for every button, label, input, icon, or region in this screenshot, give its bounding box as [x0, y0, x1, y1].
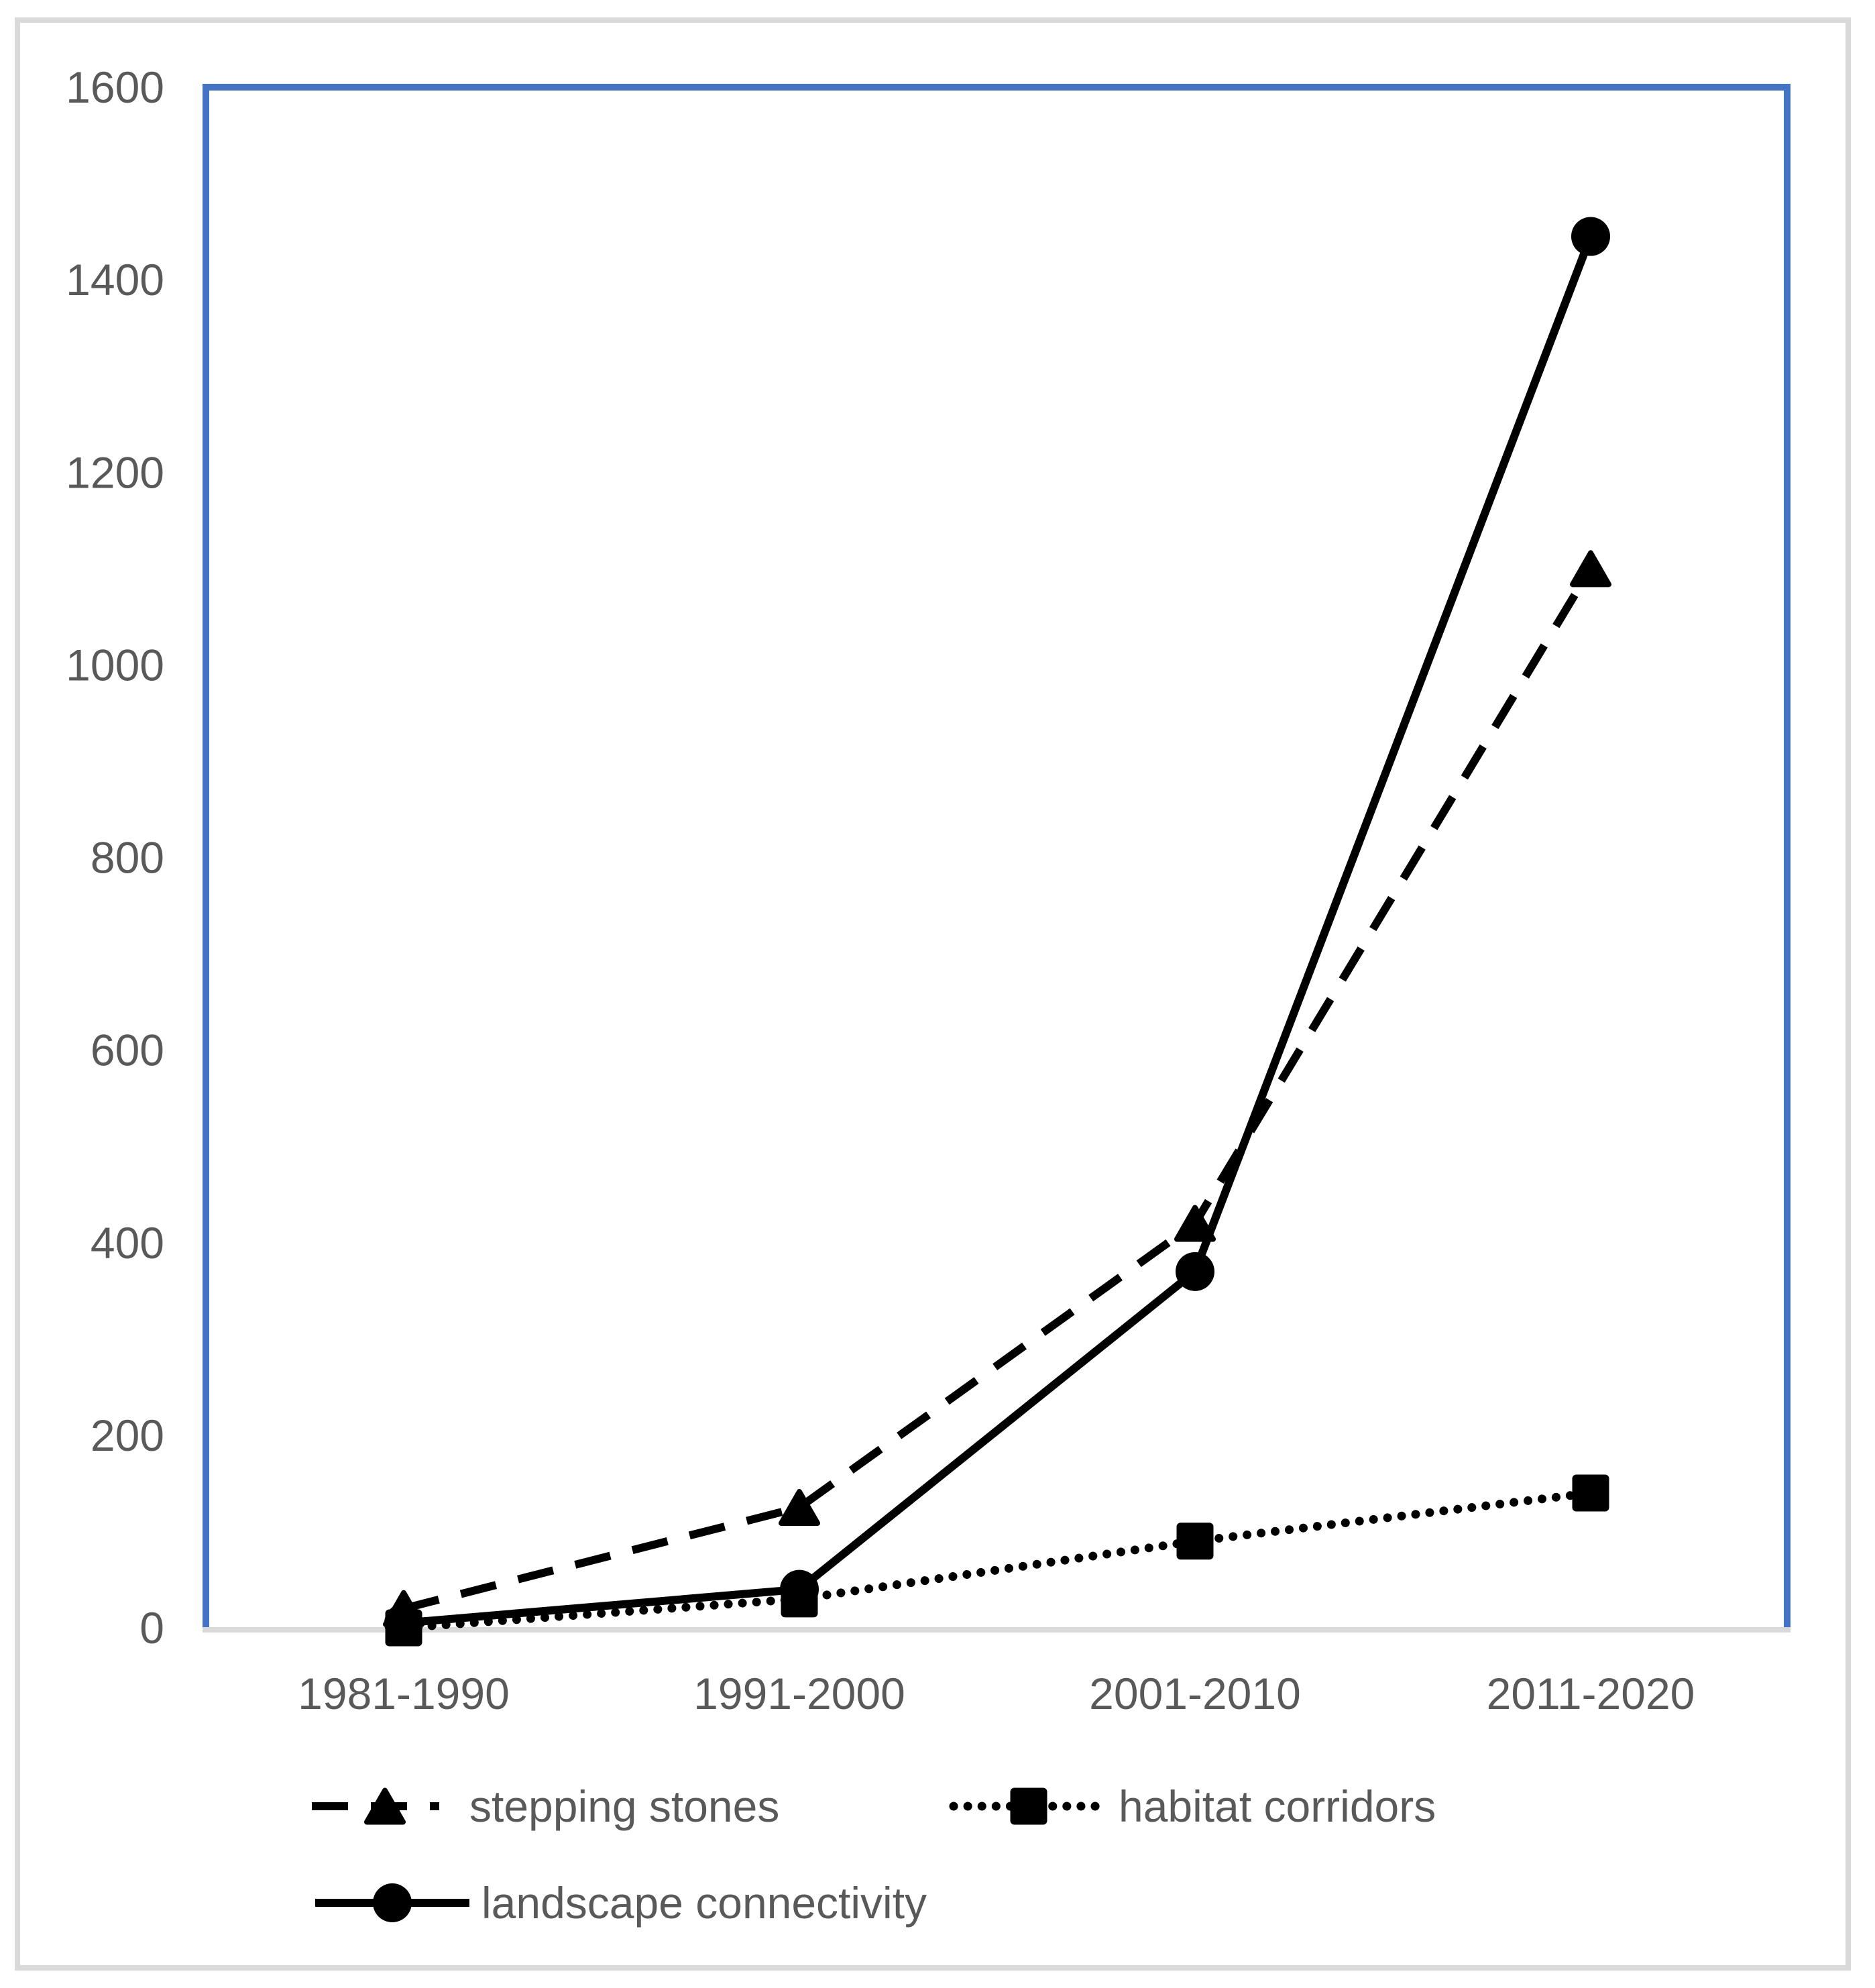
- legend-key-marker-habitat-corridors: [1010, 1787, 1047, 1825]
- y-axis-tick-label: 600: [91, 1026, 164, 1075]
- data-point-landscape-connectivity: [384, 1603, 423, 1643]
- y-axis-tick-label: 1200: [66, 447, 164, 497]
- legend-key-marker-landscape-connectivity: [373, 1883, 412, 1922]
- y-axis-tick-label: 400: [91, 1218, 164, 1268]
- x-axis-category-label: 1991-2000: [693, 1669, 905, 1718]
- data-point-landscape-connectivity: [1176, 1252, 1214, 1291]
- legend-label-stepping-stones: stepping stones: [469, 1781, 779, 1831]
- figure-border: [15, 17, 1851, 1971]
- y-axis-tick-label: 1400: [66, 255, 164, 305]
- x-axis-category-label: 2001-2010: [1089, 1669, 1301, 1718]
- data-point-landscape-connectivity: [780, 1569, 819, 1609]
- y-axis-tick-label: 1000: [66, 640, 164, 689]
- y-axis-tick-label: 800: [91, 833, 164, 883]
- legend-label-habitat-corridors: habitat corridors: [1119, 1781, 1436, 1831]
- plot-area-border: [203, 84, 1791, 1628]
- legend-key-marker-stepping-stones: [364, 1787, 406, 1825]
- data-point-habitat-corridors: [1572, 1474, 1609, 1512]
- x-axis-category-label: 2011-2020: [1487, 1669, 1695, 1718]
- data-point-landscape-connectivity: [1571, 217, 1610, 256]
- legend-label-landscape-connectivity: landscape connectivity: [481, 1878, 927, 1928]
- series-line-stepping-stones: [402, 566, 1595, 1613]
- x-axis-category-label: 1981-1990: [298, 1669, 510, 1718]
- y-axis-tick-label: 200: [91, 1411, 164, 1460]
- data-point-stepping-stones: [779, 1489, 820, 1527]
- data-point-stepping-stones: [1174, 1205, 1216, 1242]
- y-axis-tick-label: 0: [139, 1603, 164, 1653]
- series-line-landscape-connectivity: [403, 235, 1595, 1627]
- data-point-habitat-corridors: [1176, 1523, 1214, 1560]
- series-line-habitat-corridors: [399, 1488, 1595, 1633]
- data-point-stepping-stones: [1570, 550, 1611, 588]
- y-axis-tick-label: 1600: [66, 62, 164, 112]
